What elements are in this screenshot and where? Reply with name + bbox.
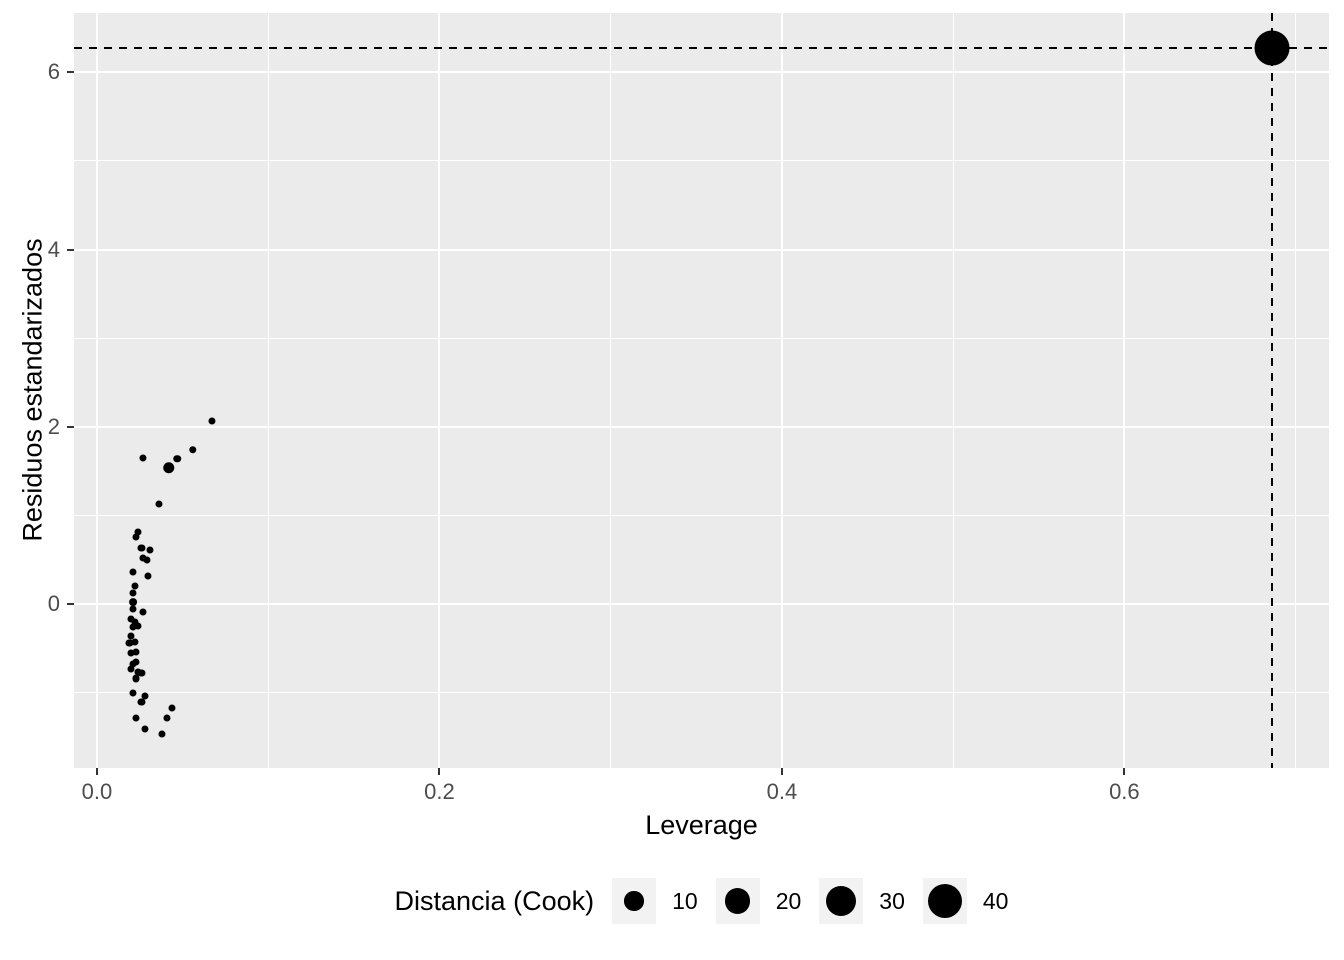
y-tick-mark (67, 248, 74, 251)
data-point (134, 528, 142, 536)
legend-key (922, 878, 967, 924)
data-point (131, 638, 139, 646)
data-point (208, 417, 216, 425)
data-point (131, 618, 139, 626)
data-point (143, 556, 151, 564)
legend-entry: 30 (819, 878, 905, 924)
legend-label: 30 (879, 887, 905, 914)
y-tick-label: 0 (47, 591, 60, 617)
data-point (163, 461, 175, 474)
x-tick-label: 0.2 (424, 779, 455, 804)
leverage-threshold-vline (1270, 13, 1273, 768)
data-point (129, 605, 137, 613)
x-tick-mark (438, 768, 441, 775)
minor-gridline-y (74, 692, 1329, 694)
size-legend: Distancia (Cook) 10 20 30 40 (394, 878, 1008, 924)
legend-size-dot (724, 888, 751, 914)
y-tick-label: 6 (47, 59, 60, 85)
legend-entry: 40 (922, 878, 1009, 924)
legend-entry: 10 (612, 878, 698, 924)
data-point (137, 669, 145, 677)
major-gridline-y (74, 425, 1329, 428)
data-point (129, 689, 137, 697)
major-gridline-y (74, 71, 1329, 74)
legend-title: Distancia (Cook) (394, 885, 595, 916)
minor-gridline-x (267, 13, 269, 768)
data-point (128, 598, 137, 607)
data-point (132, 533, 140, 541)
data-point (137, 698, 145, 706)
minor-gridline-x (1295, 13, 1297, 768)
data-point (139, 454, 147, 462)
data-point (168, 704, 176, 712)
legend-label: 10 (672, 887, 698, 914)
y-tick-mark (67, 425, 74, 428)
data-point (163, 714, 171, 722)
y-tick-label: 2 (47, 413, 60, 439)
x-axis-title: Leverage (645, 810, 758, 840)
data-point (131, 582, 139, 590)
data-point (134, 622, 142, 630)
data-point (144, 572, 152, 580)
minor-gridline-y (74, 337, 1329, 339)
data-point (141, 725, 149, 733)
minor-gridline-x (952, 13, 954, 768)
major-gridline-x (1123, 13, 1126, 768)
x-tick-label: 0.4 (766, 779, 798, 804)
x-tick-label: 0.0 (81, 779, 113, 804)
major-gridline-y (74, 603, 1329, 606)
plot-panel (74, 13, 1329, 768)
data-point (127, 665, 135, 673)
data-point (173, 454, 182, 463)
y-tick-label: 4 (47, 236, 60, 262)
legend-area: Distancia (Cook) 10 20 30 40 (74, 878, 1329, 924)
legend-size-dot (826, 885, 857, 917)
cook-threshold-hline (74, 46, 1329, 49)
legend-key (715, 878, 760, 924)
data-point (132, 714, 140, 722)
legend-key (612, 878, 657, 924)
data-point (137, 544, 145, 552)
x-tick-mark (95, 768, 98, 775)
y-tick-mark (67, 603, 74, 606)
y-axis-title: Residuos estandarizados (17, 238, 48, 542)
major-gridline-x (780, 13, 783, 768)
data-point (127, 649, 135, 657)
data-point (146, 546, 154, 554)
legend-size-dot (624, 891, 644, 911)
data-point (158, 730, 166, 738)
data-point (141, 692, 149, 700)
legend-entry: 20 (715, 878, 802, 924)
x-tick-mark (1123, 768, 1126, 775)
legend-size-dot (927, 883, 962, 919)
data-point (139, 608, 147, 616)
minor-gridline-y (74, 514, 1329, 516)
y-tick-mark (67, 71, 74, 74)
data-point (132, 648, 140, 656)
data-point (132, 674, 140, 683)
minor-gridline-y (74, 160, 1329, 162)
data-point (132, 658, 140, 666)
legend-entries: 10 20 30 40 (612, 878, 1008, 924)
minor-gridline-x (610, 13, 612, 768)
data-point (129, 568, 137, 576)
data-point (127, 632, 135, 640)
data-point (129, 660, 137, 668)
data-point (189, 446, 197, 454)
major-gridline-x (438, 13, 441, 768)
data-point (155, 500, 163, 508)
data-point (125, 639, 133, 647)
data-point (129, 589, 137, 597)
x-tick-label: 0.6 (1109, 779, 1140, 804)
major-gridline-y (74, 248, 1329, 251)
outlier-point (1254, 30, 1290, 66)
x-tick-mark (780, 768, 783, 775)
legend-label: 20 (775, 887, 802, 914)
legend-key (819, 878, 864, 924)
legend-label: 40 (982, 887, 1009, 914)
data-point (129, 623, 137, 631)
major-gridline-x (95, 13, 98, 768)
